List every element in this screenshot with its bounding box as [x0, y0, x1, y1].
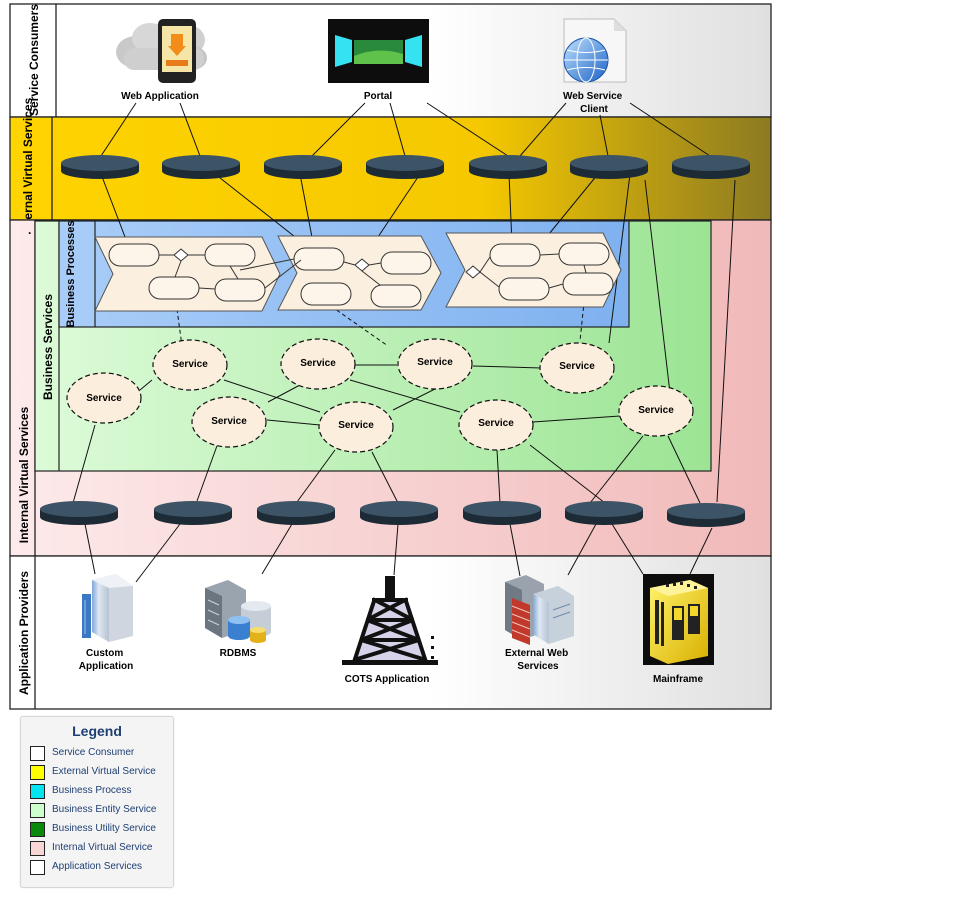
- legend-label: Business Utility Service: [52, 823, 156, 834]
- service-node-label: Service: [559, 361, 595, 372]
- legend-label: External Virtual Service: [52, 766, 156, 777]
- service-node-label: Service: [338, 420, 374, 431]
- internal-virtual-service-disk: [565, 501, 643, 525]
- legend-label: Business Process: [52, 785, 132, 796]
- legend-label: Application Services: [52, 861, 143, 872]
- legend-item-external-virtual-service: External Virtual Service: [21, 764, 173, 783]
- internal-virtual-services: [40, 501, 745, 527]
- mobile-cloud-icon: [116, 19, 207, 83]
- external-virtual-service-disk: [61, 155, 139, 179]
- service-node-label: Service: [172, 359, 208, 370]
- external-virtual-service-disk: [366, 155, 444, 179]
- internal-virtual-service-disk: [40, 501, 118, 525]
- provider-label-external-web-services: External Web Services: [505, 648, 571, 672]
- provider-mainframe: Mainframe: [643, 574, 714, 685]
- legend-label: Internal Virtual Service: [52, 842, 153, 853]
- legend-item-business-entity-service: Business Entity Service: [21, 802, 173, 821]
- lane-title-external-virtual-services: External Virtual Services: [21, 97, 35, 238]
- service-node: Service: [539, 342, 615, 394]
- mainframe-icon: [643, 574, 714, 665]
- service-node: Service: [397, 338, 473, 390]
- legend-title: Legend: [72, 723, 122, 739]
- legend-swatch: [30, 746, 45, 761]
- provider-cots-application: COTS Application: [342, 576, 438, 685]
- business-process-chevron: [94, 236, 281, 312]
- legend-swatch: [30, 822, 45, 837]
- internal-virtual-service-disk: [463, 501, 541, 525]
- consumer-label-portal: Portal: [364, 91, 393, 102]
- internal-virtual-service-disk: [667, 503, 745, 527]
- legend-item-business-process: Business Process: [21, 783, 173, 802]
- legend-item-internal-virtual-service: Internal Virtual Service: [21, 840, 173, 859]
- business-process-chevron: [239, 235, 442, 311]
- service-node: Service: [280, 338, 356, 390]
- database-server-icon: [205, 580, 271, 643]
- consumer-portal: Portal: [328, 19, 429, 102]
- service-node: Service: [458, 399, 534, 451]
- legend-swatch: [30, 765, 45, 780]
- consumer-web-application: Web Application: [116, 19, 207, 102]
- service-node-label: Service: [300, 358, 336, 369]
- lane-title-business-services: Business Services: [41, 294, 55, 400]
- connector-lines: [72, 102, 736, 583]
- service-node: Service: [618, 385, 694, 437]
- lane-title-application-providers: Application Providers: [17, 571, 31, 695]
- consumer-label-web-application: Web Application: [121, 91, 199, 102]
- external-virtual-service-disk: [570, 155, 648, 179]
- dot-mark: .: [28, 223, 31, 237]
- provider-label-custom-application: Custom Application: [79, 648, 133, 672]
- oil-derrick-icon: [342, 576, 438, 665]
- legend-item-service-consumer: Service Consumer: [21, 745, 173, 764]
- legend-swatch: [30, 860, 45, 875]
- business-services: Service Service Service Service Service …: [66, 338, 694, 453]
- internal-virtual-service-disk: [360, 501, 438, 525]
- service-node: Service: [318, 401, 394, 453]
- legend-swatch: [30, 841, 45, 856]
- service-node: Service: [191, 396, 267, 448]
- legend-swatch: [30, 784, 45, 799]
- provider-label-rdbms: RDBMS: [220, 648, 257, 659]
- external-virtual-service-disk: [469, 155, 547, 179]
- provider-external-web-services: External Web Services: [505, 575, 574, 672]
- tower-server-icon: [82, 574, 133, 642]
- provider-label-cots-application: COTS Application: [345, 674, 430, 685]
- service-node-label: Service: [417, 357, 453, 368]
- firewall-server-icon: [505, 575, 574, 645]
- provider-rdbms: RDBMS: [205, 580, 271, 659]
- service-node: Service: [152, 339, 228, 391]
- lane-title-service-consumers: Service Consumers: [27, 4, 41, 116]
- legend-label: Business Entity Service: [52, 804, 157, 815]
- business-process-flows: [94, 232, 622, 312]
- lane-title-business-processes: Business Processes: [65, 220, 77, 327]
- internal-virtual-service-disk: [257, 501, 335, 525]
- legend-swatch: [30, 803, 45, 818]
- consumer-web-service-client: Web Service Client: [563, 18, 627, 115]
- external-virtual-service-disk: [672, 155, 750, 179]
- portal-screen-icon: [328, 19, 429, 83]
- business-process-chevron: [445, 232, 622, 308]
- legend: Legend Service Consumer External Virtual…: [20, 716, 174, 888]
- internal-virtual-service-disk: [154, 501, 232, 525]
- external-virtual-services: [61, 155, 750, 179]
- service-node: Service: [66, 372, 142, 424]
- legend-label: Service Consumer: [52, 747, 135, 758]
- service-node-label: Service: [86, 393, 122, 404]
- consumer-label-web-service-client: Web Service Client: [563, 91, 625, 115]
- provider-label-mainframe: Mainframe: [653, 674, 703, 685]
- provider-custom-application: Custom Application: [79, 574, 133, 672]
- service-node-label: Service: [638, 405, 674, 416]
- service-node-label: Service: [478, 418, 514, 429]
- legend-item-business-utility-service: Business Utility Service: [21, 821, 173, 840]
- lane-title-internal-virtual-services: Internal Virtual Services: [17, 406, 31, 543]
- external-virtual-service-disk: [162, 155, 240, 179]
- service-node-label: Service: [211, 416, 247, 427]
- legend-item-application-services: Application Services: [21, 859, 173, 878]
- external-virtual-service-disk: [264, 155, 342, 179]
- globe-document-icon: [563, 18, 627, 83]
